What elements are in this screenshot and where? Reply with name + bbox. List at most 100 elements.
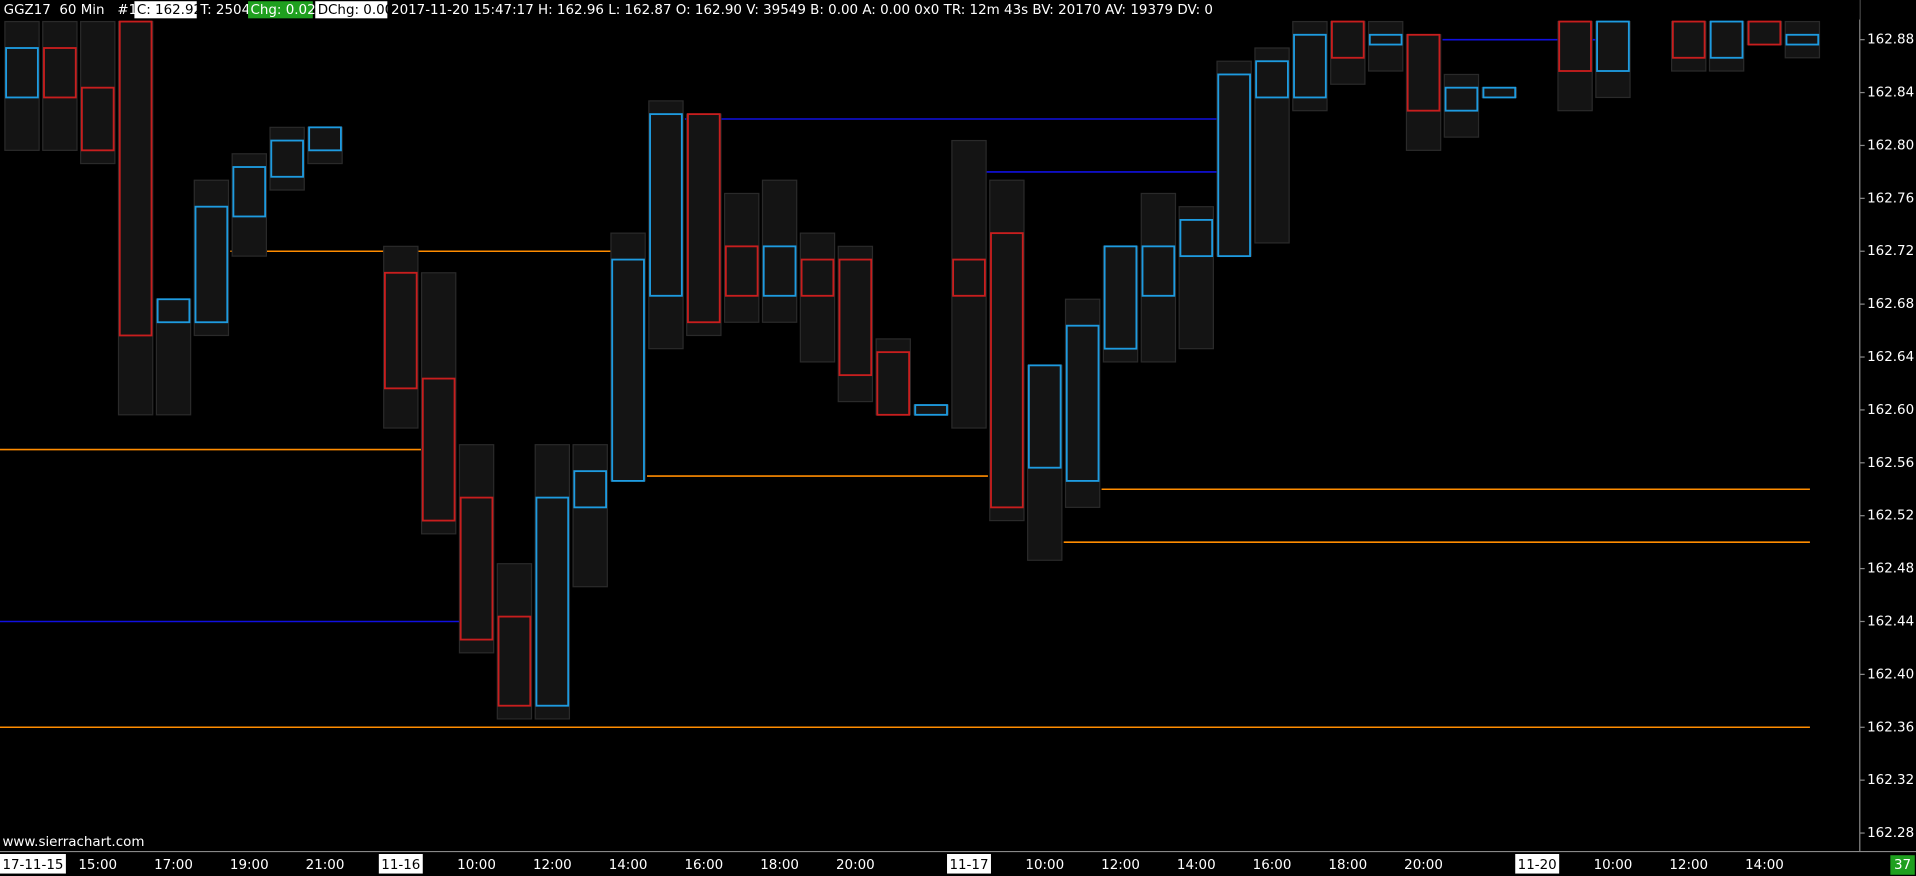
open-close-box — [421, 377, 456, 522]
open-close-box — [1103, 245, 1138, 350]
bar-range — [496, 563, 533, 720]
open-close-box — [5, 47, 39, 99]
x-tick-label: 12:00 — [1101, 858, 1140, 873]
y-tick-label: 162.76 — [1867, 191, 1914, 206]
open-close-box — [1406, 33, 1441, 112]
open-close-box — [383, 271, 418, 390]
open-close-box — [1558, 20, 1592, 72]
bar-range — [1671, 20, 1707, 72]
open-close-box — [1482, 86, 1517, 99]
y-tick-label: 162.32 — [1867, 773, 1914, 788]
y-tick-label: 162.48 — [1867, 562, 1914, 577]
bar-range — [534, 444, 571, 720]
open-close-box — [1293, 33, 1327, 99]
open-close-box — [1444, 86, 1479, 112]
bar-range — [1216, 60, 1252, 257]
bar-range — [875, 338, 911, 416]
y-tick-label: 162.36 — [1867, 720, 1914, 735]
bar-range — [307, 126, 343, 165]
date-label-bg — [1515, 854, 1560, 874]
bar-range — [80, 20, 116, 165]
open-close-box — [308, 126, 342, 152]
open-close-box — [43, 47, 77, 99]
y-tick-label: 162.72 — [1867, 244, 1914, 259]
bar-count-bg — [1890, 855, 1915, 875]
open-close-box — [1368, 33, 1403, 46]
bar-range — [723, 192, 760, 323]
y-tick-label: 162.40 — [1867, 667, 1914, 682]
x-tick-label: 14:00 — [1177, 858, 1216, 873]
y-tick-label: 162.60 — [1867, 403, 1914, 418]
bar-range — [1746, 20, 1783, 46]
bar-range — [269, 126, 305, 191]
x-tick-label: 17:00 — [154, 858, 193, 873]
bar-range — [799, 232, 836, 363]
bar-range — [1178, 206, 1214, 350]
close-price: C: 162.92 — [137, 3, 202, 18]
x-tick-label: 19:00 — [230, 858, 269, 873]
bar-range — [193, 179, 230, 337]
bar-range — [837, 245, 874, 403]
bar-range — [761, 179, 798, 323]
bar-range — [1254, 47, 1290, 244]
x-tick-label: 20:00 — [836, 858, 875, 873]
x-tick-label: 14:00 — [1745, 858, 1784, 873]
bar-range — [1027, 364, 1063, 561]
bar-range — [610, 232, 646, 482]
bar-range — [458, 444, 495, 654]
x-tick-label: 17-11-15 — [2, 858, 63, 873]
y-tick-label: 162.64 — [1867, 350, 1914, 365]
bar-range — [1292, 20, 1328, 112]
bar-range — [1330, 20, 1366, 85]
x-tick-label: 16:00 — [684, 858, 723, 873]
open-close-box — [459, 496, 494, 641]
bar-range — [1102, 245, 1139, 363]
date-label-bg — [947, 854, 991, 874]
x-tick-label: 10:00 — [1025, 858, 1064, 873]
open-close-box — [611, 258, 645, 482]
x-tick-label: 16:00 — [1253, 858, 1292, 873]
daily-change-bg — [315, 1, 388, 19]
y-tick-label: 162.52 — [1867, 509, 1914, 524]
bar-range — [117, 20, 154, 416]
open-close-box — [990, 232, 1024, 509]
bar-range — [1443, 73, 1480, 138]
open-close-box — [914, 404, 948, 416]
x-tick-label: 14:00 — [609, 858, 648, 873]
bar-range — [1784, 20, 1821, 59]
open-close-box — [1747, 20, 1782, 46]
bar-range — [1557, 20, 1593, 112]
open-close-box — [800, 258, 835, 297]
open-close-box — [876, 351, 911, 416]
x-tick-label: 11-16 — [381, 858, 420, 873]
bar-range — [1708, 20, 1745, 72]
bar-range — [231, 153, 267, 257]
x-tick-label: 11-20 — [1518, 858, 1557, 873]
open-close-box — [1785, 33, 1820, 46]
y-tick-label: 162.56 — [1867, 456, 1914, 471]
open-close-box — [1709, 20, 1744, 59]
bar-range — [989, 179, 1025, 522]
trades: T: 2504 — [199, 3, 250, 18]
watermark: www.sierrachart.com — [2, 835, 144, 850]
x-tick-label: 10:00 — [1594, 858, 1633, 873]
open-close-box — [118, 20, 153, 337]
open-close-box — [1255, 60, 1289, 99]
bar-range — [1367, 20, 1404, 72]
x-tick-label: 15:00 — [78, 858, 117, 873]
bar-range — [42, 20, 78, 151]
open-close-box — [838, 258, 873, 377]
open-close-box — [1217, 73, 1251, 258]
open-close-box — [156, 298, 191, 324]
bar-range — [951, 139, 987, 429]
open-close-box — [687, 113, 721, 324]
x-tick-label: 11-17 — [949, 858, 988, 873]
x-tick-label: 10:00 — [457, 858, 496, 873]
symbol: GGZ17 60 Min #1 — [4, 3, 138, 18]
y-tick-label: 162.28 — [1867, 826, 1914, 841]
open-close-box — [194, 205, 229, 324]
y-tick-label: 162.84 — [1867, 86, 1914, 101]
date-label-bg — [378, 854, 423, 874]
open-close-box — [80, 86, 115, 152]
open-close-box — [1179, 218, 1214, 258]
